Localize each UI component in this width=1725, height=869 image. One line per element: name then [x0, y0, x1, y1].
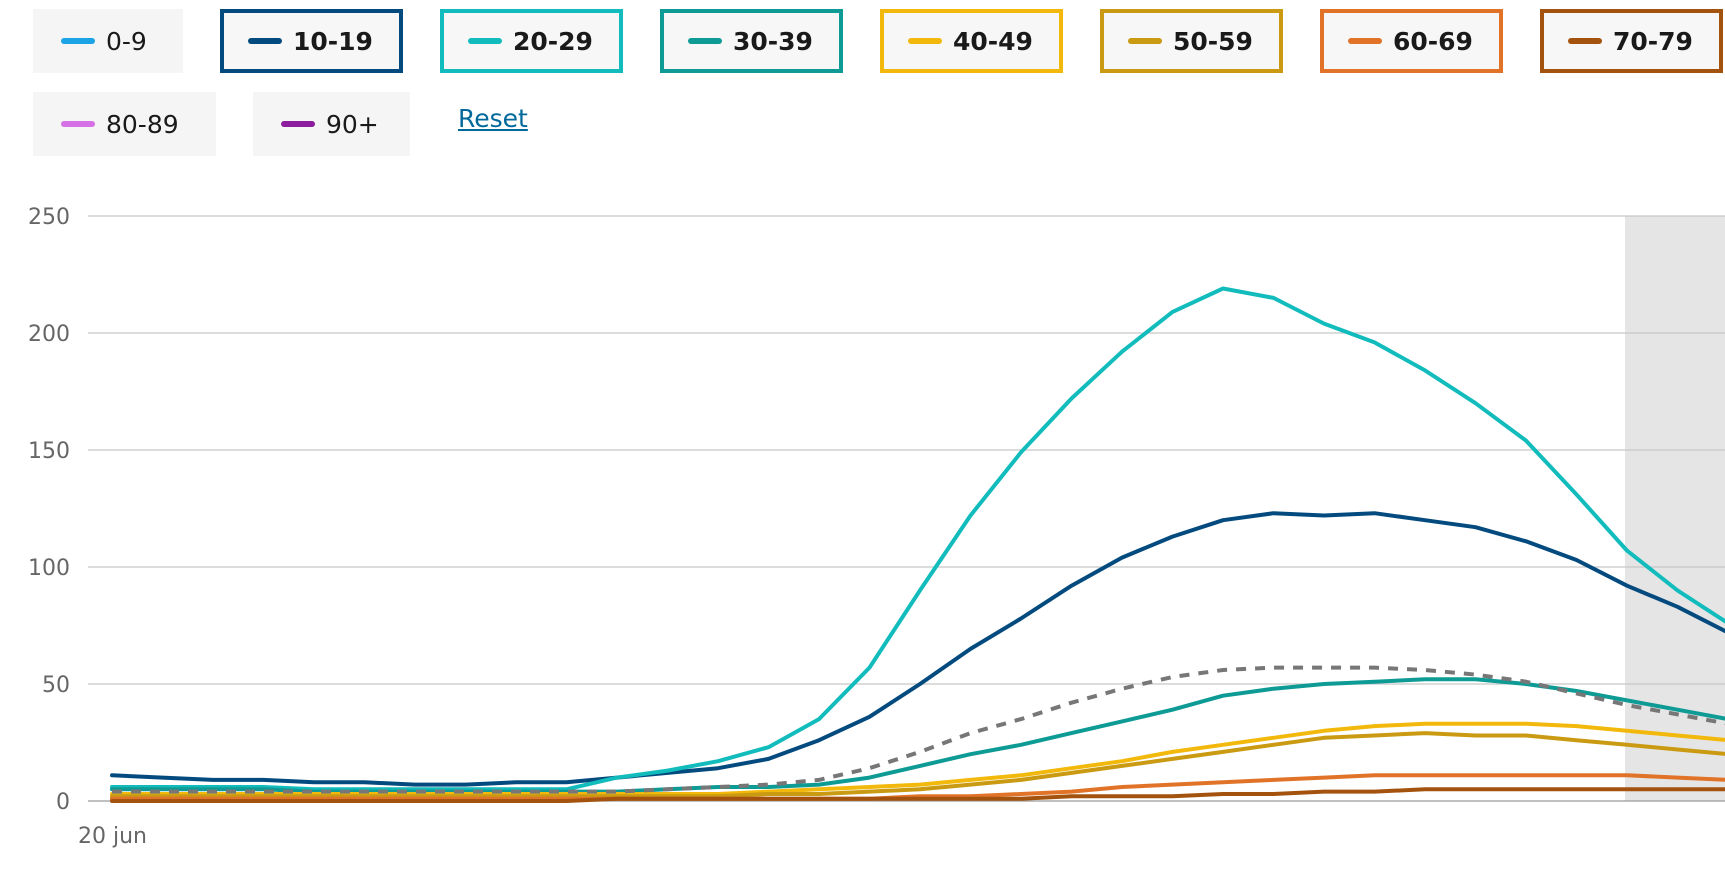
y-tick-label-100: 100 — [28, 556, 70, 581]
y-tick-label-150: 150 — [28, 439, 70, 464]
legend-swatch — [1568, 38, 1602, 44]
legend-label: 60-69 — [1393, 26, 1473, 56]
legend-swatch — [61, 38, 95, 44]
legend-label: 20-29 — [513, 26, 593, 56]
age-group-legend: 0-9 10-19 20-29 30-39 40-49 50-59 60-69 … — [0, 0, 1725, 160]
y-tick-label-0: 0 — [56, 790, 70, 815]
y-tick-label-200: 200 — [28, 322, 70, 347]
legend-swatch — [281, 121, 315, 127]
legend-label: 0-9 — [106, 26, 147, 56]
series-line-20-29 — [110, 286, 1725, 792]
legend-swatch — [468, 38, 502, 44]
legend-chip-70-79[interactable]: 70-79 — [1540, 9, 1723, 73]
legend-swatch — [248, 38, 282, 44]
legend-swatch — [1128, 38, 1162, 44]
series-line-70-79 — [110, 787, 1725, 803]
reset-link[interactable]: Reset — [458, 104, 528, 133]
legend-chip-60-69[interactable]: 60-69 — [1320, 9, 1503, 73]
legend-label: 40-49 — [953, 26, 1033, 56]
legend-chip-90-plus[interactable]: 90+ — [253, 92, 410, 156]
legend-label: 90+ — [326, 109, 379, 139]
legend-swatch — [908, 38, 942, 44]
series-line-60-69 — [110, 773, 1725, 801]
legend-chip-10-19[interactable]: 10-19 — [220, 9, 403, 73]
legend-chip-20-29[interactable]: 20-29 — [440, 9, 623, 73]
legend-swatch — [1348, 38, 1382, 44]
legend-swatch — [61, 121, 95, 127]
legend-chip-80-89[interactable]: 80-89 — [33, 92, 216, 156]
legend-label: 70-79 — [1613, 26, 1693, 56]
x-tick-label: 20 jun — [78, 824, 147, 849]
line-chart: 0 50 100 150 200 250 20 jun — [28, 205, 1725, 849]
y-tick-label-50: 50 — [42, 673, 70, 698]
legend-label: 30-39 — [733, 26, 813, 56]
legend-chip-0-9[interactable]: 0-9 — [33, 9, 183, 73]
legend-chip-40-49[interactable]: 40-49 — [880, 9, 1063, 73]
legend-chip-50-59[interactable]: 50-59 — [1100, 9, 1283, 73]
y-tick-label-250: 250 — [28, 205, 70, 230]
series-line-40-49 — [110, 721, 1725, 796]
series-line-total — [112, 665, 1725, 794]
legend-chip-30-39[interactable]: 30-39 — [660, 9, 843, 73]
series-line-10-19 — [110, 511, 1725, 787]
legend-label: 80-89 — [106, 109, 179, 139]
legend-swatch — [688, 38, 722, 44]
legend-label: 10-19 — [293, 26, 373, 56]
legend-label: 50-59 — [1173, 26, 1253, 56]
series-line-50-59 — [110, 731, 1725, 799]
